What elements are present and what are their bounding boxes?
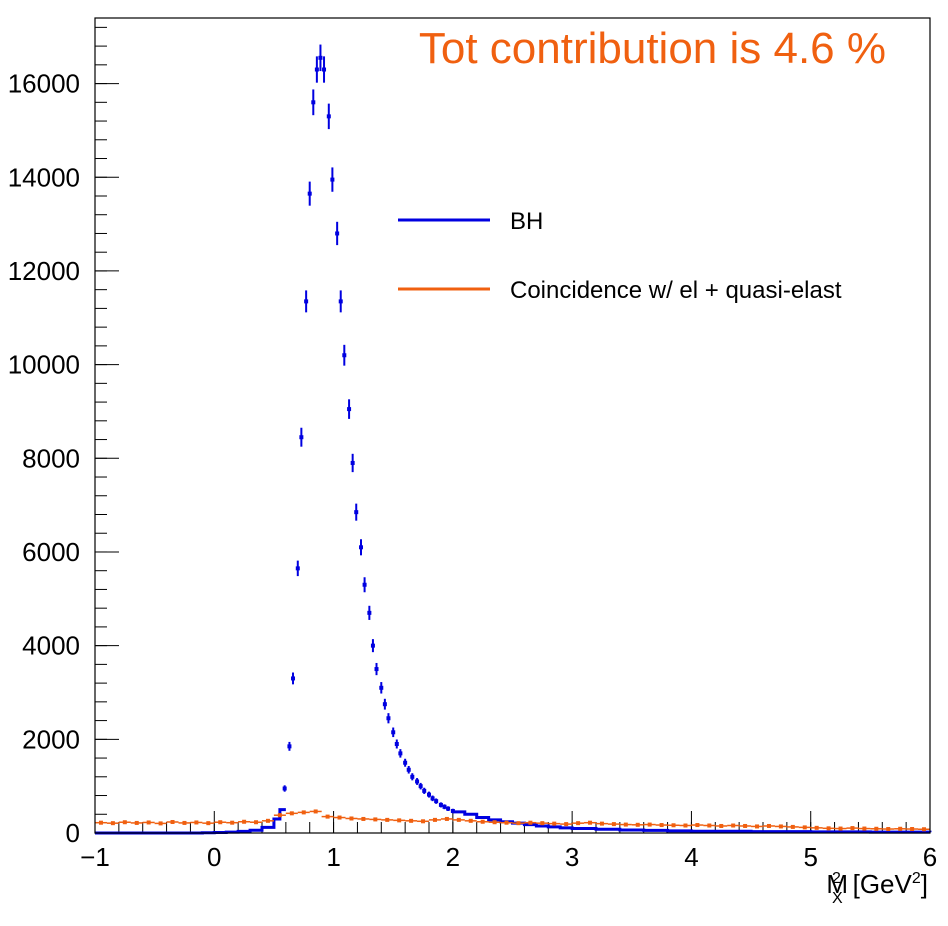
y-tick-label: 12000 [8, 256, 80, 286]
annotation: Tot contribution is 4.6 % [419, 24, 886, 73]
bh-point [422, 788, 427, 793]
x-axis-title-sub: X [832, 890, 843, 907]
bh-point [442, 804, 447, 809]
bh-point [307, 191, 312, 196]
legend-bh-label: BH [510, 208, 543, 235]
bh-point [335, 231, 340, 236]
coincidence-series [94, 809, 931, 832]
x-tick-label: 6 [923, 842, 937, 872]
legend-coincidence-label: Coincidence w/ el + quasi-elast [510, 277, 842, 304]
bh-point [342, 353, 347, 358]
x-tick-label: 0 [207, 842, 221, 872]
x-tick-label: 4 [684, 842, 698, 872]
x-axis-title-unit-close: ] [921, 869, 928, 899]
bh-point [434, 799, 439, 804]
x-axis-title: M2 X [GeV2] [826, 869, 928, 907]
bh-point [374, 667, 379, 672]
bh-point [410, 774, 415, 779]
bh-point [427, 792, 431, 797]
bh-point [418, 784, 423, 789]
x-axis-title-unit-open: [GeV [853, 869, 913, 899]
x-tick-label: 5 [803, 842, 817, 872]
x-tick-label: 2 [446, 842, 460, 872]
bh-point [406, 767, 411, 772]
bh-point [326, 114, 331, 119]
bh-point [386, 716, 391, 721]
bh-point [291, 676, 296, 681]
plot-frame [94, 17, 931, 834]
bh-point [438, 802, 443, 807]
bh-point [295, 566, 300, 571]
bh-point [415, 779, 420, 784]
x-axis-title-symbol: M [826, 869, 848, 899]
legend: BH Coincidence w/ el + quasi-elast [398, 208, 842, 304]
tick-labels: −1 0 1 2 3 4 5 60200040006000800010000120001400… [8, 69, 938, 872]
bh-point [367, 610, 372, 615]
bh-point [338, 299, 343, 304]
bh-point [299, 435, 304, 440]
bh-point [359, 545, 364, 550]
bh-point [318, 55, 323, 60]
x-tick-label: −1 [80, 842, 110, 872]
y-tick-label: 2000 [22, 724, 80, 754]
x-axis-title-sup: 2 [832, 870, 841, 887]
bh-point [430, 796, 435, 801]
bh-point [304, 299, 309, 304]
bh-point [287, 744, 292, 749]
axis-ticks [94, 26, 931, 834]
x-tick-label: 1 [326, 842, 340, 872]
bh-point [330, 177, 335, 182]
bh-point [450, 808, 455, 813]
bh-point [354, 510, 359, 515]
y-tick-label: 6000 [22, 537, 80, 567]
bh-point [403, 760, 408, 765]
bh-point [370, 643, 375, 648]
y-tick-label: 14000 [8, 162, 80, 192]
bh-point [391, 730, 396, 735]
y-tick-label: 10000 [8, 350, 80, 380]
bh-series [282, 44, 455, 814]
bh-point [398, 751, 403, 756]
bh-point [382, 702, 387, 707]
bh-point [322, 67, 327, 72]
bh-point [362, 582, 367, 587]
bh-point [350, 460, 355, 465]
bh-point [347, 407, 352, 412]
x-tick-label: 3 [565, 842, 579, 872]
y-tick-label: 4000 [22, 631, 80, 661]
bh-point [311, 100, 316, 105]
bh-point [282, 786, 287, 791]
y-tick-label: 16000 [8, 69, 80, 99]
bh-point [394, 742, 399, 747]
bh-point [379, 685, 384, 690]
y-tick-label: 8000 [22, 443, 80, 473]
y-tick-label: 0 [66, 818, 80, 848]
bh-tail-histogram [452, 810, 932, 834]
bh-point [446, 806, 451, 811]
x-axis-title-unit-sup: 2 [912, 870, 921, 887]
bh-point [314, 67, 319, 72]
